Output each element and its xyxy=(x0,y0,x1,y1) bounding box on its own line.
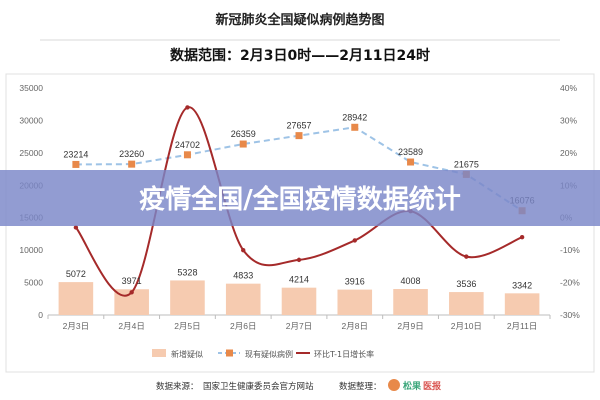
current-cases-marker xyxy=(295,132,303,140)
growth-rate-point xyxy=(73,225,79,230)
current-cases-marker xyxy=(407,158,415,166)
y-right-tick-label: -30% xyxy=(560,310,580,320)
current-cases-marker xyxy=(183,151,191,159)
y-left-tick-label: 10000 xyxy=(19,245,43,255)
bar xyxy=(449,292,484,315)
bar xyxy=(225,283,261,315)
x-tick-label: 2月11日 xyxy=(507,321,538,331)
banner-band xyxy=(0,170,600,226)
current-cases-value-label: 23260 xyxy=(119,149,144,159)
growth-rate-point xyxy=(464,254,469,259)
current-cases-marker xyxy=(239,140,247,148)
y-left-tick-label: 5000 xyxy=(24,278,43,288)
chart-subtitle: 数据范围：2月3日0时——2月11日24时 xyxy=(170,47,430,64)
y-right-tick-label: 30% xyxy=(560,115,577,125)
growth-rate-line xyxy=(75,106,523,297)
bar xyxy=(393,289,428,315)
current-cases-marker xyxy=(72,160,80,168)
y-left-tick-label: 35000 xyxy=(19,83,43,93)
bar-value-label: 4008 xyxy=(401,276,421,286)
logo-text-2: 医报 xyxy=(423,380,441,392)
current-cases-value-label: 26359 xyxy=(231,129,256,139)
bar-value-label: 3971 xyxy=(122,276,142,286)
x-tick-label: 2月4日 xyxy=(118,321,144,331)
growth-rate-point xyxy=(352,238,357,243)
x-tick-label: 2月5日 xyxy=(174,321,200,331)
growth-rate-point xyxy=(129,290,134,295)
bar-value-label: 3536 xyxy=(456,279,476,289)
current-cases-value-label: 27657 xyxy=(286,121,311,131)
chart-title: 新冠肺炎全国疑似病例趋势图 xyxy=(215,12,384,28)
banner-title: 疫情全国/全国疫情数据统计 xyxy=(139,184,461,215)
footer: 数据来源： 国家卫生健康委员会官方网站 数据整理： 松果 医报 xyxy=(156,379,441,392)
x-tick-label: 2月9日 xyxy=(397,321,423,331)
logo-text-1: 松果 xyxy=(403,380,422,392)
bar xyxy=(170,280,205,315)
footer-compiler-label: 数据整理： xyxy=(339,381,382,392)
footer-source-value: 国家卫生健康委员会官方网站 xyxy=(203,381,314,392)
x-tick-label: 2月6日 xyxy=(230,321,256,331)
current-cases-value-label: 23214 xyxy=(63,149,88,159)
y-right-tick-label: -20% xyxy=(560,278,580,288)
x-tick-label: 2月10日 xyxy=(451,321,482,331)
y-right-tick-label: -10% xyxy=(560,245,580,255)
current-cases-value-label: 21675 xyxy=(454,159,479,169)
legend-label-rate: 环比T-1日增长率 xyxy=(314,349,374,359)
bar-series xyxy=(58,280,540,315)
bar xyxy=(281,287,317,315)
bar-value-label: 3916 xyxy=(345,277,365,287)
legend-swatch-new xyxy=(152,349,166,357)
y-left-tick-label: 0 xyxy=(38,310,43,320)
bar-value-label: 4214 xyxy=(289,275,309,285)
legend-label-new: 新增疑似 xyxy=(171,349,203,359)
growth-rate-point xyxy=(241,247,246,253)
bar xyxy=(504,293,540,315)
current-cases-marker xyxy=(128,160,136,168)
x-tick-label: 2月3日 xyxy=(63,321,89,331)
y-right-tick-label: 20% xyxy=(560,148,577,158)
footer-source-label: 数据来源： xyxy=(156,381,199,392)
bar-value-label: 4833 xyxy=(233,271,253,281)
growth-rate-point xyxy=(185,105,190,110)
growth-rate-point xyxy=(519,234,525,240)
y-left-tick-label: 30000 xyxy=(19,115,43,125)
bar xyxy=(337,289,373,315)
current-cases-marker xyxy=(351,123,359,131)
bar-value-label: 5072 xyxy=(66,269,86,279)
x-tick-label: 2月8日 xyxy=(342,321,368,331)
legend: 新增疑似 现有疑似病例 环比T-1日增长率 xyxy=(152,349,374,359)
compiler-logo: 松果 医报 xyxy=(388,379,441,392)
current-cases-value-label: 23589 xyxy=(398,147,423,157)
bar-value-label: 5328 xyxy=(177,267,197,277)
bar-value-label: 3342 xyxy=(512,280,532,290)
legend-label-current: 现有疑似病例 xyxy=(245,349,293,359)
growth-rate-point xyxy=(296,257,302,263)
current-cases-value-label: 24702 xyxy=(175,140,200,150)
y-right-tick-label: 40% xyxy=(560,83,577,93)
legend-marker-current xyxy=(226,349,233,357)
current-cases-value-label: 28942 xyxy=(342,112,367,122)
x-tick-label: 2月7日 xyxy=(286,321,312,331)
bar xyxy=(58,282,94,315)
y-left-tick-label: 25000 xyxy=(19,148,43,158)
